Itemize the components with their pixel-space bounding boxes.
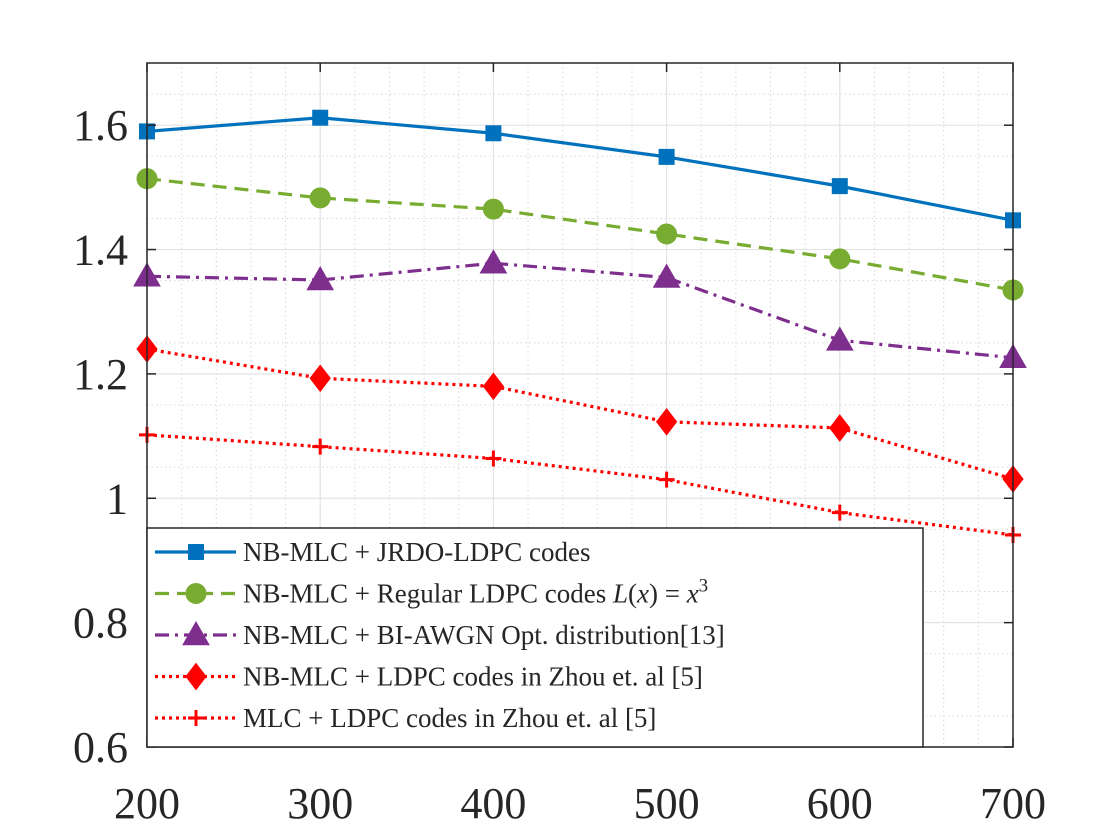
data-point — [188, 544, 204, 560]
legend-item: NB-MLC + JRDO-LDPC codes — [155, 537, 590, 567]
data-point — [309, 187, 331, 209]
axes-layer: 200 300 400 500 600 700 0.6 0.8 1 1.2 1.4 1.6 — [73, 62, 1046, 828]
data-point — [182, 620, 210, 646]
data-point — [655, 407, 678, 436]
x-tick-label: 200 — [114, 779, 180, 828]
data-point — [831, 504, 848, 521]
legend-item: NB-MLC + BI-AWGN Opt. distribution[13] — [155, 620, 725, 650]
legend-label: NB-MLC + Regular LDPC codes L(x) = x3 — [243, 576, 708, 609]
series-line — [146, 261, 1014, 360]
data-point — [188, 710, 204, 726]
data-point — [185, 583, 207, 604]
series-2 — [136, 168, 1024, 301]
y-tick-label: 0.6 — [73, 723, 128, 772]
data-point — [485, 450, 502, 467]
data-point — [656, 223, 678, 245]
series-line — [146, 177, 1014, 292]
y-tick-label: 1 — [106, 474, 128, 523]
series-layer — [133, 109, 1027, 543]
data-point — [309, 364, 331, 393]
legend-label: MLC + LDPC codes in Zhou et. al [5] — [243, 703, 656, 733]
legend-item: NB-MLC + LDPC codes in Zhou et. al [5] — [155, 662, 703, 692]
data-point — [652, 263, 681, 288]
data-point — [485, 125, 502, 142]
data-point — [658, 471, 675, 488]
legend-label: NB-MLC + LDPC codes in Zhou et. al [5] — [243, 662, 703, 692]
series-line — [146, 116, 1014, 222]
legend-item: NB-MLC + Regular LDPC codes L(x) = x3 — [155, 576, 708, 609]
y-tick-label: 0.8 — [73, 599, 128, 648]
data-point — [658, 148, 675, 165]
legend: NB-MLC + JRDO-LDPC codes NB-MLC + Regular… — [146, 527, 924, 748]
x-tick-label: 500 — [634, 779, 700, 828]
data-point — [312, 109, 329, 126]
series-line — [146, 347, 1014, 481]
legend-item: MLC + LDPC codes in Zhou et. al [5] — [155, 703, 656, 733]
data-point — [479, 249, 508, 274]
y-tick-label: 1.4 — [73, 226, 128, 275]
x-tick-label: 600 — [807, 779, 873, 828]
data-point — [306, 266, 335, 291]
x-tick-label: 700 — [980, 779, 1046, 828]
y-tick-label: 1.6 — [73, 101, 128, 150]
data-point — [482, 372, 505, 401]
legend-label: NB-MLC + JRDO-LDPC codes — [243, 537, 590, 567]
x-tick-label: 400 — [460, 779, 526, 828]
y-tick-label: 1.2 — [73, 350, 128, 399]
x-tick-label: 300 — [287, 779, 353, 828]
data-point — [829, 414, 851, 442]
legend-box — [146, 527, 924, 748]
data-point — [829, 248, 851, 270]
series-4 — [136, 335, 1024, 493]
series-1 — [139, 109, 1021, 229]
legend-label: NB-MLC + BI-AWGN Opt. distribution[13] — [243, 620, 725, 650]
data-point — [185, 662, 207, 691]
data-point — [825, 326, 854, 351]
data-point — [482, 198, 504, 220]
series-line — [146, 433, 1014, 537]
data-point — [312, 438, 329, 455]
data-point — [831, 178, 848, 195]
